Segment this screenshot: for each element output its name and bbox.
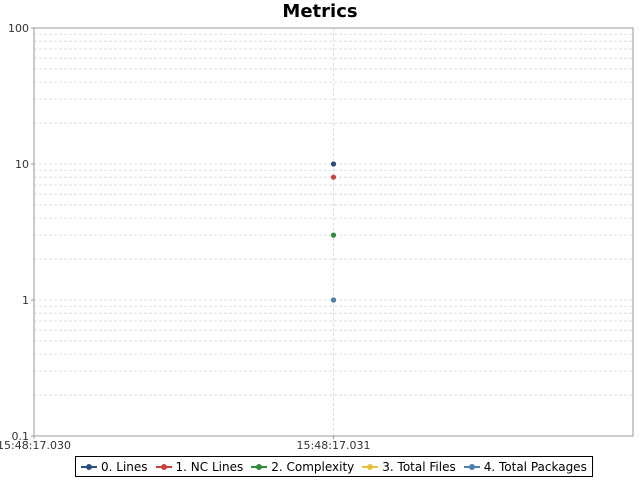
x-tick-label: 15:48:17.031 (297, 439, 371, 452)
y-tick-label: 10 (15, 158, 29, 171)
legend-label-4: 4. Total Packages (483, 459, 587, 474)
data-point-series-1 (330, 174, 337, 180)
legend-label-3: 3. Total Files (382, 459, 456, 474)
legend-swatch-1 (155, 462, 172, 472)
legend: 0. Lines 1. NC Lines 2. Complexity 3. Total… (75, 456, 593, 477)
legend-label-0: 0. Lines (101, 459, 148, 474)
legend-item-2: 2. Complexity (251, 460, 354, 474)
data-point-series-2 (330, 232, 337, 238)
chart-plot: 0.1 1 10 100 15:48:17.030 15:48:17.031 (0, 22, 634, 452)
y-tick-label: 0.1 (12, 430, 30, 443)
legend-label-2: 2. Complexity (271, 459, 355, 474)
y-tick-label: 100 (8, 22, 29, 35)
legend-label-1: 1. NC Lines (175, 459, 244, 474)
legend-swatch-4 (463, 462, 480, 472)
data-point-series-0 (330, 161, 337, 167)
legend-swatch-3 (362, 462, 379, 472)
legend-item-4: 4. Total Packages (463, 459, 587, 474)
x-tick-label: 15:48:17.030 (0, 439, 71, 452)
legend-item-1: 1. NC Lines (155, 459, 244, 474)
y-tick-label: 1 (22, 294, 29, 307)
data-point-series-4 (330, 297, 337, 303)
legend-swatch-2 (251, 462, 268, 472)
chart-title: Metrics (282, 1, 358, 22)
legend-item-0: 0. Lines (81, 460, 148, 474)
legend-item-3: 3. Total Files (362, 459, 456, 474)
legend-swatch-0 (81, 462, 97, 472)
